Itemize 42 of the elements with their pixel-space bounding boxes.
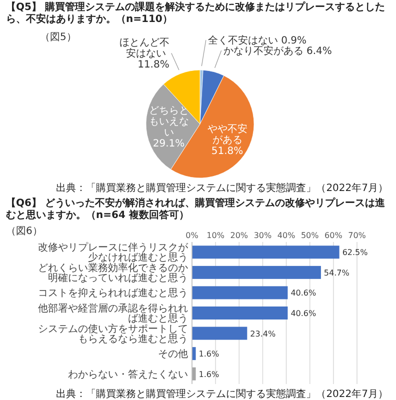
- slice-label: かなり不安がある 6.4%: [223, 45, 332, 58]
- data-label: 54.7%: [324, 268, 350, 278]
- bar: [192, 347, 196, 360]
- x-tick-label: 70%: [348, 231, 366, 240]
- y-tick-label: どれくらい業務効率化できるのか明確になっていれば進むと思う: [38, 262, 188, 284]
- y-tick-label: わからない・答えたくない: [68, 368, 188, 380]
- chart-subtitle: （図5）: [40, 31, 76, 44]
- data-label: 62.5%: [342, 248, 368, 258]
- chart-title: 【Q6】 どういった不安が解消されれば、購買管理システムの改修やリプレースは進むと思いますか。（n=64 複数回答可）: [6, 198, 386, 222]
- slice-label: 全く不安はない 0.9%: [208, 34, 307, 47]
- x-tick-label: 50%: [300, 231, 320, 240]
- data-label: 23.4%: [250, 329, 276, 338]
- y-tick-label: システムの使い方をサポートしてもらえるなら進むと思う: [38, 322, 188, 345]
- x-tick-label: 20%: [230, 231, 248, 240]
- y-tick-label: その他: [158, 348, 188, 360]
- source-note: 出典：「購買業務と購買管理システムに関する実態調査」（2022年7月）: [56, 388, 388, 400]
- data-label: 1.6%: [198, 370, 220, 379]
- bar: [192, 326, 248, 340]
- bar: [192, 246, 340, 259]
- y-tick-label: 他部署や経営層の承認を得られれば進むと思う: [38, 302, 188, 324]
- y-tick-label: 改修やリプレースに伴うリスクが少なければ進むと思う: [38, 242, 189, 264]
- data-label: 1.6%: [198, 350, 220, 359]
- y-tick-label: コストを抑えられれば進むと思う: [38, 287, 188, 300]
- slice-label: ほとんど不安はない: [119, 38, 170, 60]
- x-tick-label: 0%: [186, 231, 199, 240]
- bar: [192, 367, 196, 380]
- x-tick-label: 60%: [324, 231, 343, 240]
- bar: [192, 266, 321, 279]
- data-label: 11.8%: [138, 60, 170, 71]
- x-tick-label: 10%: [206, 231, 225, 240]
- bar: [192, 286, 288, 300]
- chart-title: 【Q5】 購買管理システムの課題を解決するために改修またはリプレースするとしたら、不安はありますか。（n=110）: [6, 2, 386, 26]
- data-label: 29.1%: [152, 138, 185, 150]
- data-label: 51.8%: [211, 146, 244, 157]
- data-label: 40.6%: [290, 309, 317, 318]
- x-tick-label: 40%: [277, 231, 296, 240]
- bar: [192, 306, 288, 320]
- data-label: 40.6%: [290, 288, 317, 298]
- x-tick-label: 30%: [254, 231, 272, 240]
- text: （図6）: [6, 225, 42, 238]
- source-note: 出典：「購買業務と購買管理システムに関する実態調査」（2022年7月）: [56, 182, 388, 195]
- slice-label: やや不安がある: [207, 122, 248, 146]
